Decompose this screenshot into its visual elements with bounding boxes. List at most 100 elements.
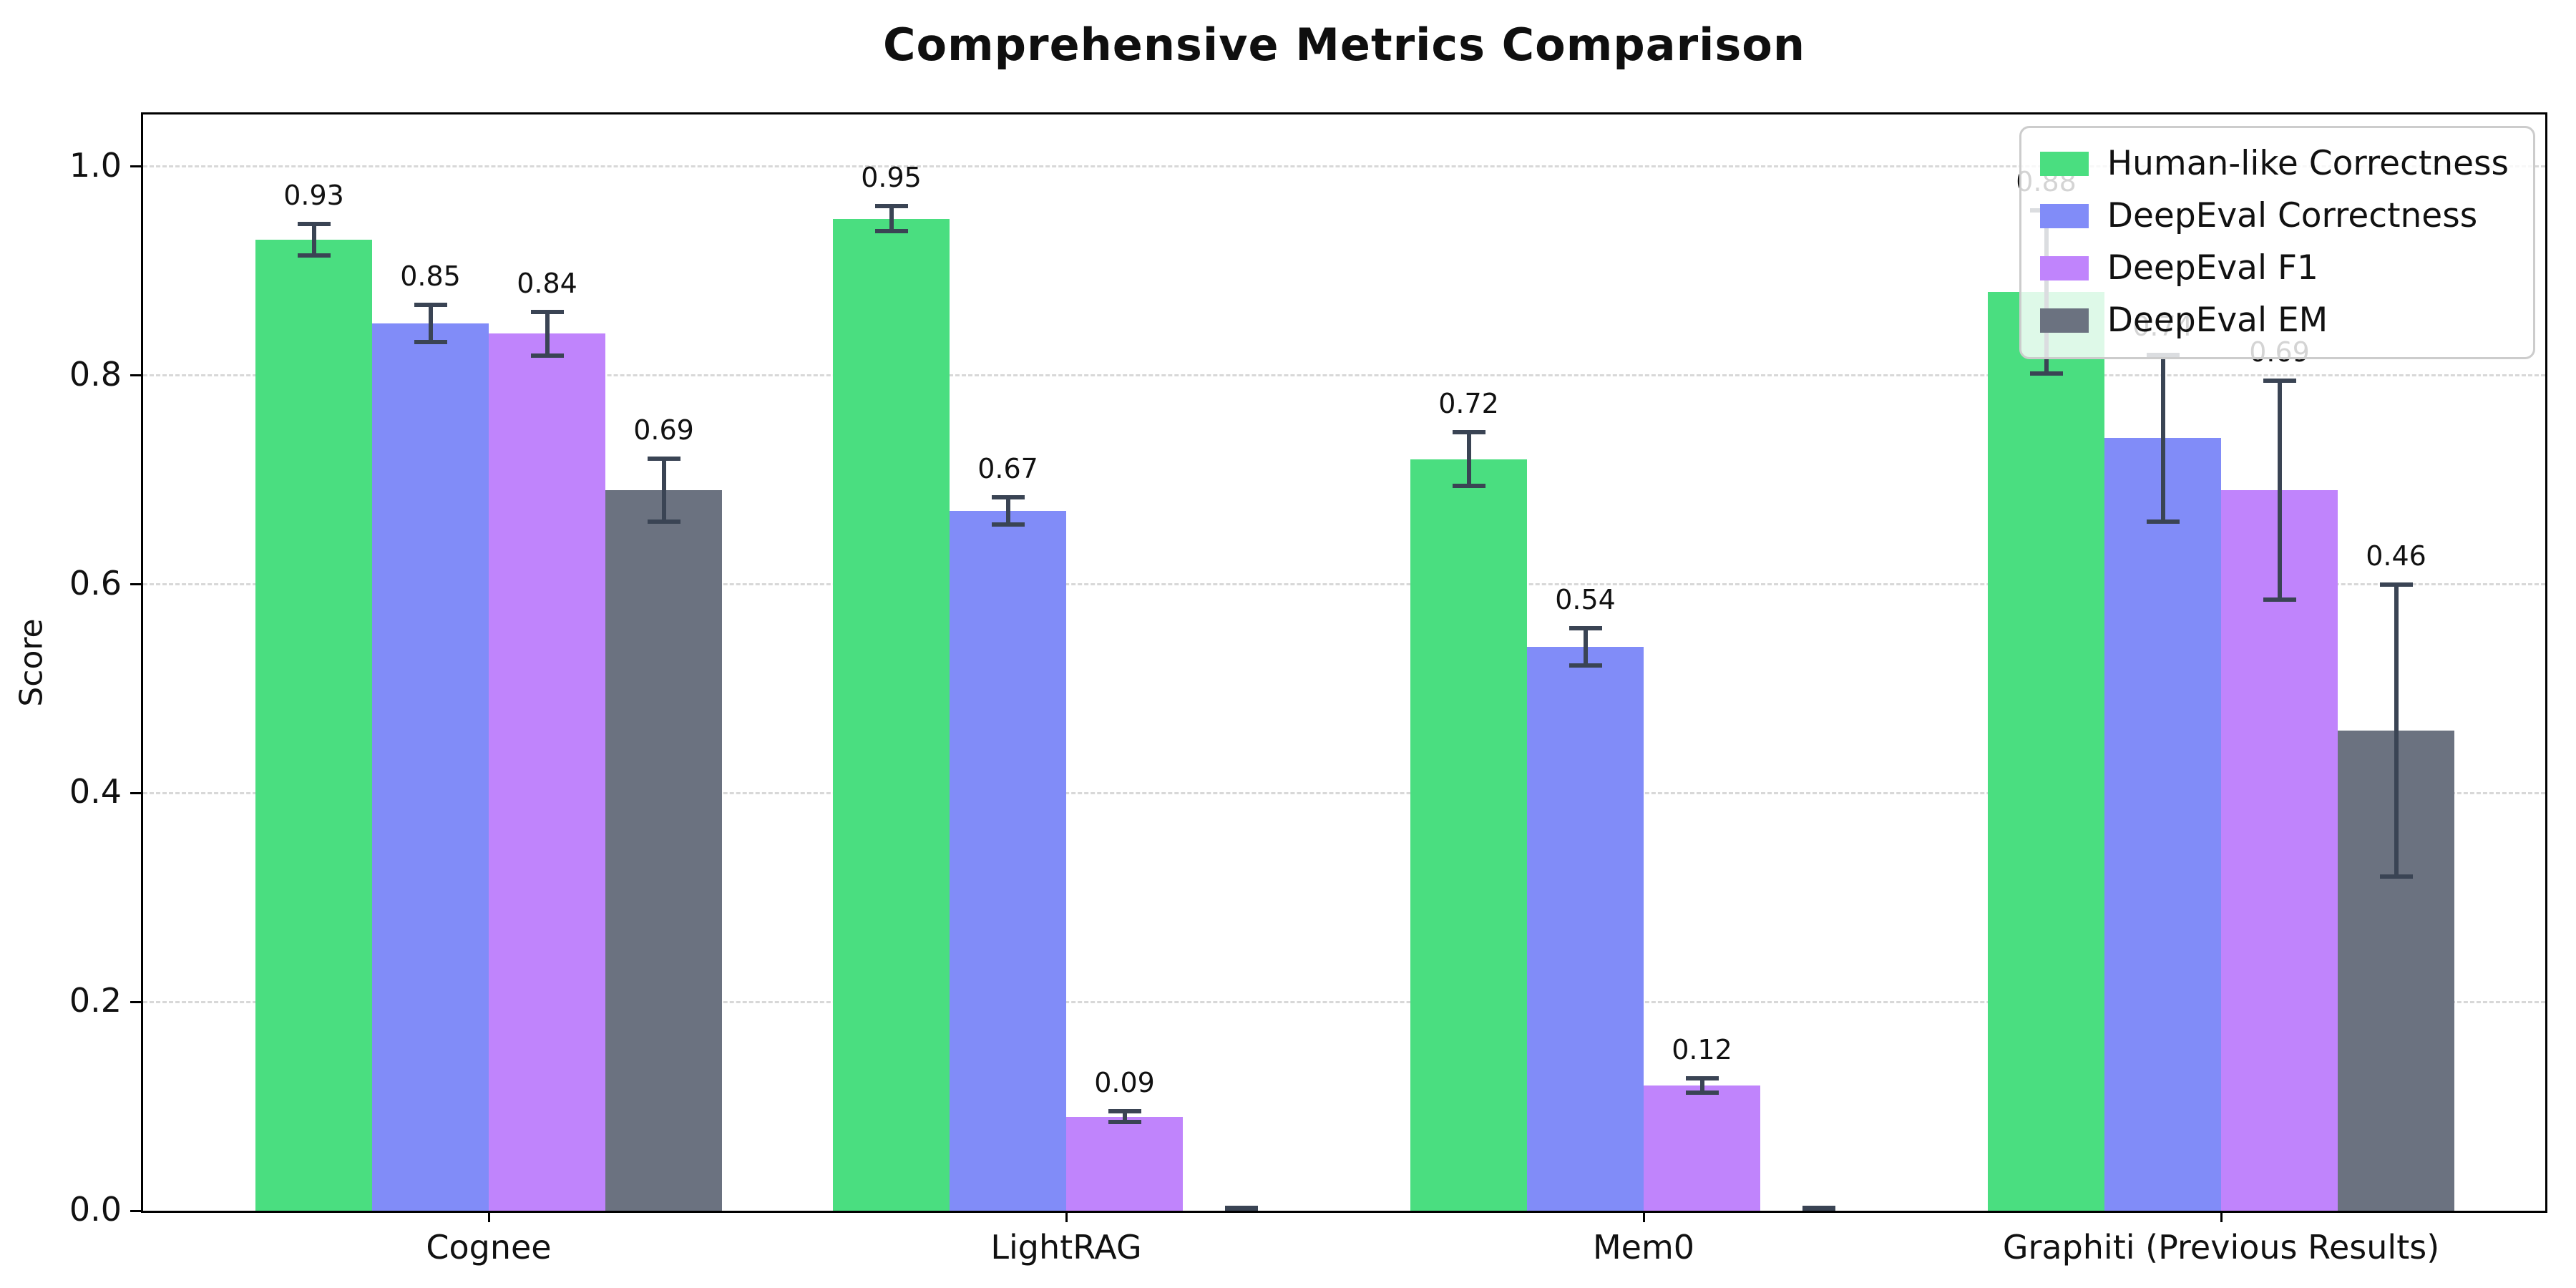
error-bar-cap-bottom bbox=[1224, 1209, 1258, 1213]
bar-value-label: 0.85 bbox=[400, 260, 461, 292]
error-bar bbox=[1699, 1078, 1704, 1093]
y-tick-label: 0.2 bbox=[69, 981, 122, 1020]
error-bar-cap-bottom bbox=[647, 519, 680, 525]
error-bar bbox=[1583, 628, 1588, 666]
bar-3-3 bbox=[1644, 1085, 1760, 1211]
error-bar-cap-bottom bbox=[991, 522, 1025, 527]
legend-label: Human-like Correctness bbox=[2107, 144, 2509, 183]
error-bar-cap-top bbox=[874, 204, 908, 209]
gridline bbox=[143, 1000, 2545, 1003]
error-bar bbox=[311, 224, 316, 255]
legend-item: DeepEval EM bbox=[2039, 301, 2509, 340]
error-bar bbox=[2394, 584, 2399, 877]
y-tick-label: 0.6 bbox=[69, 563, 122, 602]
x-tick-label: Graphiti (Previous Results) bbox=[2002, 1228, 2440, 1267]
bar-value-label: 0.09 bbox=[1094, 1067, 1155, 1099]
y-tick-label: 0.8 bbox=[69, 354, 122, 394]
y-tick bbox=[130, 1209, 143, 1212]
legend-label: DeepEval F1 bbox=[2107, 248, 2318, 288]
bar-1-4 bbox=[1988, 292, 2104, 1211]
legend: Human-like Correctness DeepEval Correctne… bbox=[2019, 126, 2535, 359]
y-tick bbox=[130, 583, 143, 586]
bar-2-4 bbox=[2104, 438, 2221, 1211]
y-axis-label: Score bbox=[13, 618, 50, 707]
error-bar-cap-bottom bbox=[874, 229, 908, 234]
gridline bbox=[143, 374, 2545, 377]
error-bar-cap-top bbox=[1568, 625, 1602, 630]
bar-4-1 bbox=[605, 490, 722, 1211]
bar-value-label: 0.84 bbox=[517, 267, 577, 299]
bar-value-label: 0.69 bbox=[633, 414, 694, 447]
bar-2-2 bbox=[950, 511, 1066, 1211]
gridline bbox=[143, 165, 2545, 168]
bar-value-label: 0.93 bbox=[283, 180, 344, 212]
error-bar bbox=[428, 304, 433, 343]
x-tick bbox=[1065, 1211, 1068, 1222]
error-bar-cap-bottom bbox=[1108, 1119, 1141, 1124]
y-tick bbox=[130, 1000, 143, 1003]
error-bar-cap-bottom bbox=[1452, 484, 1485, 489]
error-bar-cap-bottom bbox=[2029, 371, 2063, 376]
x-tick bbox=[2220, 1211, 2223, 1222]
error-bar-cap-top bbox=[647, 457, 680, 462]
bar-3-1 bbox=[489, 333, 605, 1211]
x-tick-label: Cognee bbox=[426, 1228, 552, 1267]
error-bar-cap-top bbox=[1224, 1205, 1258, 1210]
error-bar bbox=[2160, 354, 2165, 522]
error-bar-cap-top bbox=[1802, 1205, 1835, 1210]
error-bar bbox=[545, 311, 550, 356]
bar-value-label: 0.46 bbox=[2366, 540, 2426, 572]
error-bar-cap-top bbox=[1452, 429, 1485, 434]
bar-3-2 bbox=[1066, 1116, 1183, 1211]
legend-item: DeepEval Correctness bbox=[2039, 196, 2509, 235]
error-bar-cap-top bbox=[1685, 1075, 1719, 1080]
error-bar-cap-top bbox=[297, 222, 331, 227]
bar-1-1 bbox=[255, 240, 372, 1211]
error-bar-cap-top bbox=[991, 495, 1025, 500]
error-bar-cap-top bbox=[2379, 582, 2413, 587]
bar-value-label: 0.67 bbox=[977, 453, 1038, 485]
plot-area: Human-like Correctness DeepEval Correctne… bbox=[141, 112, 2547, 1213]
y-tick bbox=[130, 165, 143, 168]
error-bar-cap-bottom bbox=[414, 340, 447, 345]
y-tick-label: 0.0 bbox=[69, 1190, 122, 1229]
error-bar bbox=[2277, 381, 2282, 600]
y-tick bbox=[130, 374, 143, 377]
legend-item: DeepEval F1 bbox=[2039, 248, 2509, 288]
error-bar-cap-top bbox=[2263, 379, 2296, 384]
error-bar-cap-bottom bbox=[297, 253, 331, 258]
bar-2-1 bbox=[372, 323, 489, 1211]
error-bar-cap-top bbox=[414, 302, 447, 307]
bar-1-2 bbox=[833, 218, 950, 1211]
error-bar bbox=[889, 206, 894, 232]
y-tick bbox=[130, 791, 143, 794]
error-bar-cap-bottom bbox=[1568, 663, 1602, 668]
legend-swatch bbox=[2039, 203, 2089, 228]
y-tick-label: 0.4 bbox=[69, 772, 122, 811]
x-tick bbox=[1642, 1211, 1645, 1222]
legend-label: DeepEval Correctness bbox=[2107, 196, 2478, 235]
bar-value-label: 0.72 bbox=[1438, 387, 1499, 419]
error-bar-cap-bottom bbox=[2379, 874, 2413, 879]
legend-swatch bbox=[2039, 255, 2089, 280]
error-bar-cap-bottom bbox=[530, 353, 564, 358]
error-bar-cap-bottom bbox=[2263, 597, 2296, 602]
error-bar-cap-bottom bbox=[1802, 1209, 1835, 1213]
error-bar bbox=[661, 459, 666, 522]
bar-value-label: 0.54 bbox=[1555, 583, 1616, 615]
error-bar bbox=[1122, 1111, 1127, 1122]
bar-value-label: 0.12 bbox=[1672, 1033, 1732, 1065]
legend-swatch bbox=[2039, 308, 2089, 333]
bar-1-3 bbox=[1410, 459, 1527, 1211]
error-bar bbox=[1005, 497, 1010, 525]
bar-value-label: 0.95 bbox=[861, 162, 922, 194]
error-bar-cap-top bbox=[1108, 1109, 1141, 1114]
y-tick-label: 1.0 bbox=[69, 145, 122, 185]
gridline bbox=[143, 791, 2545, 794]
error-bar bbox=[1466, 431, 1471, 487]
x-tick-label: Mem0 bbox=[1592, 1228, 1695, 1267]
x-tick bbox=[487, 1211, 490, 1222]
legend-item: Human-like Correctness bbox=[2039, 144, 2509, 183]
bar-3-4 bbox=[2221, 490, 2338, 1211]
x-tick-label: LightRAG bbox=[990, 1228, 1142, 1267]
